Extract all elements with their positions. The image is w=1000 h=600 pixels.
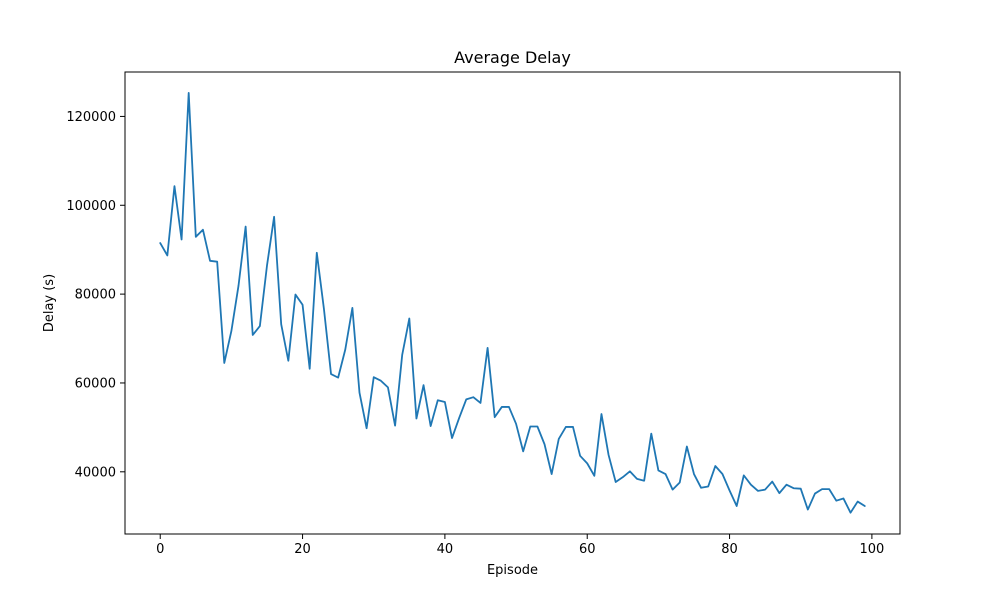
series-line — [159, 91, 866, 514]
y-axis: 40000 60000 80000 100000 120000 — [66, 110, 125, 480]
y-tick-label: 40000 — [75, 465, 116, 480]
x-axis-label: Episode — [487, 563, 538, 578]
x-axis: 0 20 40 60 80 100 — [156, 534, 884, 557]
y-axis-label: Delay (s) — [42, 274, 57, 332]
x-tick-label: 40 — [437, 542, 454, 557]
y-tick-label: 80000 — [75, 288, 116, 303]
x-tick-label: 0 — [156, 542, 164, 557]
plot-area — [159, 91, 866, 514]
y-tick-label: 60000 — [75, 376, 116, 391]
plot-frame — [124, 71, 901, 535]
y-tick-label: 120000 — [66, 110, 116, 125]
y-tick-label: 100000 — [66, 199, 116, 214]
x-tick-label: 80 — [721, 542, 738, 557]
x-tick-label: 100 — [859, 542, 884, 557]
x-tick-label: 60 — [579, 542, 596, 557]
x-tick-label: 20 — [294, 542, 311, 557]
chart-title: Average Delay — [454, 48, 571, 67]
